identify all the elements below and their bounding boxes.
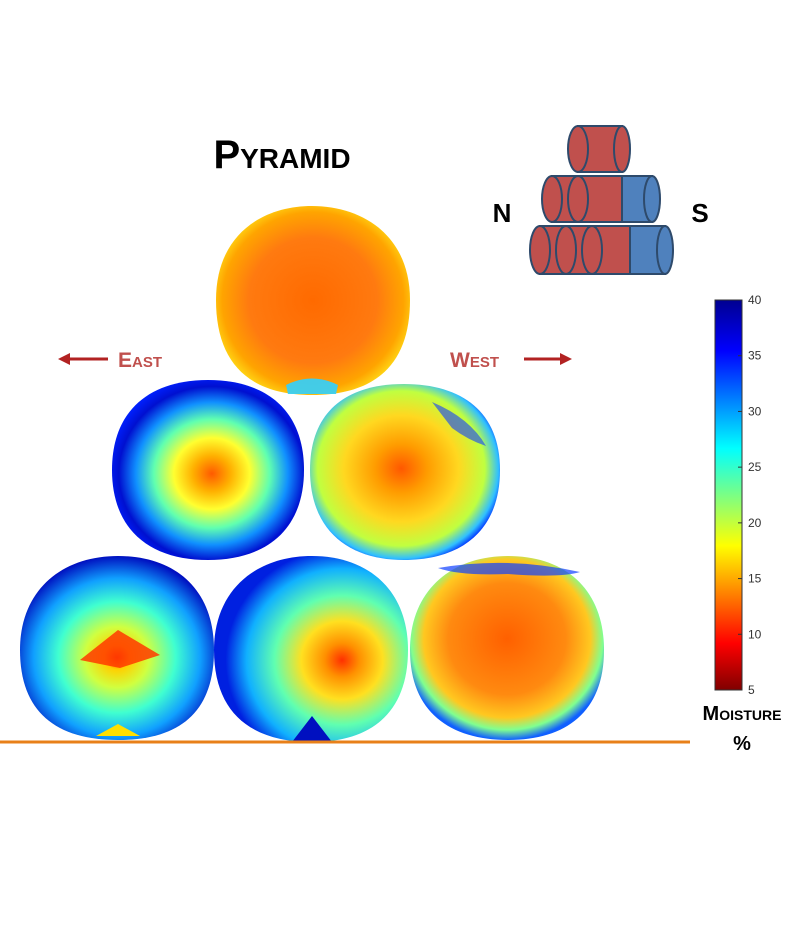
bale-bottom-center (214, 556, 408, 742)
west-indicator: West (450, 349, 572, 372)
colorbar-label-line1: Moisture (703, 703, 782, 725)
bale-top (216, 206, 410, 395)
bale-sketch-top (567, 125, 631, 173)
colorbar-label-line2: % (733, 733, 751, 755)
page-title: Pyramid (213, 133, 350, 177)
colorbar: 40 35 30 25 20 15 10 5 Moisture % (703, 293, 782, 755)
colorbar-scale (714, 299, 743, 691)
colorbar-tick-label: 35 (748, 349, 762, 363)
colorbar-tick-label: 40 (748, 293, 762, 307)
colorbar-tick-label: 25 (748, 460, 762, 474)
south-label: S (691, 198, 708, 228)
colorbar-tick-label: 15 (748, 572, 762, 586)
bale-middle-west (310, 384, 500, 560)
bale-sketch-bottom (529, 225, 674, 275)
colorbar-tick-label: 30 (748, 404, 762, 418)
bale-middle-east (112, 380, 304, 560)
bale-sketch-middle (541, 175, 661, 223)
colorbar-tick-label: 10 (748, 627, 762, 641)
west-label: West (450, 349, 499, 372)
colorbar-ticks: 40 35 30 25 20 15 10 5 (738, 293, 762, 697)
east-indicator: East (58, 349, 162, 372)
orientation-diagram: N S (493, 125, 709, 275)
colorbar-tick-label: 5 (748, 683, 755, 697)
east-label: East (118, 349, 162, 372)
bale-bottom-west (410, 556, 604, 740)
colorbar-tick-label: 20 (748, 516, 762, 530)
north-label: N (493, 198, 512, 228)
bale-bottom-east (20, 556, 214, 740)
